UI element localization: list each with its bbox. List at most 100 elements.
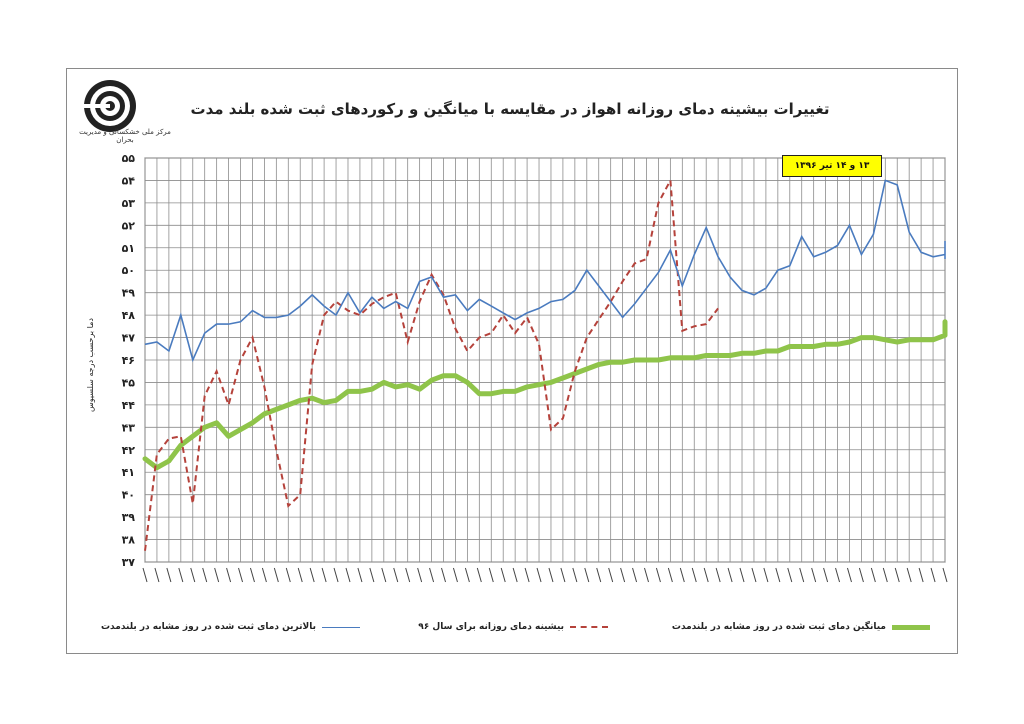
legend-item-avg: میانگین دمای ثبت شده در روز مشابه در بلن…: [672, 616, 930, 638]
x-tick-label: [823, 567, 829, 583]
x-tick-label: [309, 567, 315, 583]
x-tick-label: [512, 567, 518, 583]
legend-label-avg: میانگین دمای ثبت شده در روز مشابه در بلن…: [671, 622, 886, 632]
x-tick-label: [858, 567, 864, 583]
y-tick-label: ۴۱: [122, 466, 135, 479]
x-tick-label: [357, 567, 363, 583]
x-tick-label: [596, 567, 602, 583]
x-tick-label: [751, 567, 757, 583]
x-tick-label: [464, 567, 470, 583]
x-tick-label: [488, 567, 494, 583]
chart-legend: میانگین دمای ثبت شده در روز مشابه در بلن…: [80, 616, 940, 638]
chart-title: تغییرات بیشینه دمای روزانه اهواز در مقای…: [190, 100, 830, 118]
x-tick-label: [524, 567, 530, 583]
x-tick-label: [261, 567, 267, 583]
x-tick-label: [811, 567, 817, 583]
x-tick-label: [870, 567, 876, 583]
x-tick-label: [548, 567, 554, 583]
x-tick-label: [679, 567, 685, 583]
x-tick-label: [345, 567, 351, 583]
x-tick-label: [190, 567, 196, 583]
x-tick-label: [441, 567, 446, 583]
x-tick-label: [739, 567, 745, 583]
x-tick-label: [321, 567, 327, 583]
x-tick-label: [799, 567, 805, 583]
y-tick-label: ۴۵: [122, 376, 136, 389]
x-tick-label: [572, 567, 578, 583]
x-tick-label: [285, 567, 291, 583]
legend-swatch-max: [322, 626, 360, 628]
x-tick-label: [846, 567, 852, 583]
x-tick-label: [178, 567, 184, 583]
x-tick-label: [214, 567, 220, 583]
y-tick-label: ۴۶: [122, 354, 135, 367]
logo-caption: مرکز ملی خشکسالی و مدیریت بحران: [79, 128, 171, 144]
x-tick-label: [942, 567, 948, 583]
legend-label-max: بالاترین دمای ثبت شده در روز مشابه در بل…: [101, 622, 316, 632]
legend-swatch-avg: [892, 624, 930, 630]
x-tick-label: [620, 567, 626, 583]
y-tick-label: ۴۲: [122, 444, 136, 457]
legend-swatch-daily: [570, 626, 608, 628]
x-tick-label: [273, 567, 279, 583]
x-tick-label: [882, 567, 888, 583]
x-tick-label: [644, 567, 649, 583]
x-tick-label: [166, 567, 172, 583]
y-tick-label: ۴۴: [122, 399, 136, 412]
x-tick-label: [142, 567, 148, 583]
x-tick-label: [703, 567, 709, 583]
series-line-avg: [142, 319, 948, 471]
x-tick-label: [369, 567, 375, 583]
y-tick-label: ۵۰: [122, 264, 135, 277]
y-tick-label: ۳۹: [122, 511, 136, 524]
x-tick-label: [500, 567, 506, 583]
y-tick-label: ۴۸: [122, 309, 136, 322]
series-line-max: [144, 179, 946, 363]
x-tick-label: [775, 567, 781, 583]
y-tick-label: ۵۲: [122, 219, 136, 232]
x-tick-label: [333, 567, 339, 583]
y-axis-label: دما برحسب درجه سلسیوس: [86, 318, 95, 412]
x-tick-label: [763, 567, 769, 583]
legend-label-daily: بیشینه دمای روزانه برای سال ۹۶: [418, 622, 564, 632]
organization-logo: [70, 76, 180, 142]
x-tick-label: [476, 567, 482, 583]
y-tick-label: ۳۷: [122, 556, 136, 569]
x-tick-label: [429, 567, 435, 583]
x-tick-label: [405, 567, 411, 583]
x-tick-label: [894, 567, 900, 583]
legend-item-max: بالاترین دمای ثبت شده در روز مشابه در بل…: [101, 616, 360, 638]
x-tick-label: [632, 567, 638, 583]
x-tick-label: [655, 567, 661, 583]
x-tick-label: [691, 567, 697, 583]
x-tick-label: [536, 567, 542, 583]
x-tick-label: [727, 567, 733, 583]
x-tick-label: [297, 567, 303, 583]
x-tick-label: [930, 567, 936, 583]
x-tick-label: [584, 567, 590, 583]
y-tick-label: ۵۵: [122, 152, 136, 165]
x-tick-label: [393, 567, 399, 583]
x-tick-label: [238, 567, 244, 583]
x-tick-label: [417, 567, 423, 583]
x-tick-label: [202, 567, 208, 583]
y-tick-label: ۴۰: [122, 489, 135, 502]
x-tick-label: [906, 567, 912, 583]
x-tick-label: [560, 567, 566, 583]
y-tick-label: ۳۸: [122, 534, 136, 547]
x-tick-label: [918, 567, 924, 583]
x-tick-label: [154, 567, 160, 583]
x-tick-label: [787, 567, 793, 583]
x-tick-label: [715, 567, 721, 583]
date-annotation: ۱۳ و ۱۴ تیر ۱۳۹۶: [782, 155, 882, 177]
x-tick-label: [667, 567, 673, 583]
x-tick-label: [226, 567, 232, 583]
x-tick-label: [835, 567, 841, 583]
y-tick-label: ۵۳: [122, 197, 136, 210]
x-tick-label: [452, 567, 458, 583]
series-line-daily: [144, 176, 719, 551]
y-tick-label: ۴۹: [122, 287, 136, 300]
x-tick-label: [608, 567, 614, 583]
legend-item-daily: بیشینه دمای روزانه برای سال ۹۶: [418, 616, 608, 638]
